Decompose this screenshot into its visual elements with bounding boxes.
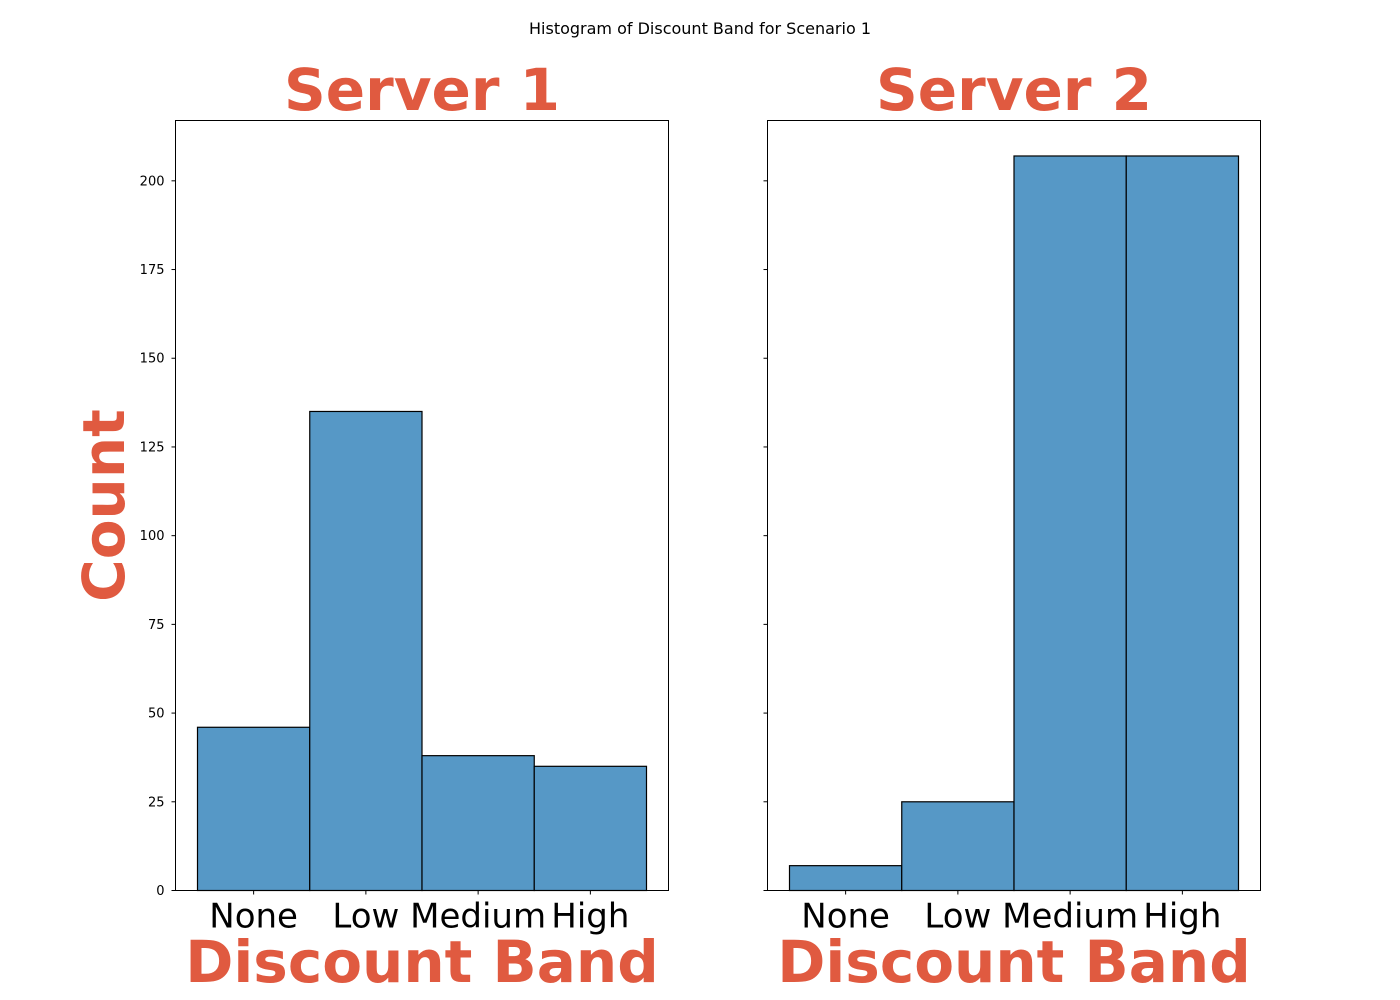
x-tick-label-high: High [551,897,629,937]
y-tick-label: 150 [140,352,165,367]
axes-frame [175,120,669,891]
bar-low [309,410,423,892]
y-tick-label: 75 [148,618,165,633]
axes-frame [767,120,1261,891]
x-tick-label-medium: Medium [410,897,546,937]
y-tick-label: 200 [140,174,165,189]
bar-none [196,726,311,892]
x-tick-label-medium: Medium [1002,897,1138,937]
chart-panel-1: 0 25 50 75 100 125 150 175 200 None Low Medium High S… [70,56,669,996]
bar-none [788,865,903,892]
x-tick-label-none: None [801,897,890,937]
bar-high [533,765,648,892]
figure-suptitle: Histogram of Discount Band for Scenario … [529,19,871,38]
panel-title: Server 2 [876,56,1152,124]
x-axis-label: Discount Band [185,928,658,996]
y-tick-label: 50 [148,707,165,722]
x-tick-label-none: None [209,897,298,937]
x-tick-label-low: Low [332,897,399,937]
bar-medium [421,755,535,892]
bar-low [901,801,1015,892]
y-axis-label: Count [70,409,138,602]
x-tick-label-low: Low [924,897,991,937]
y-tick-label: 100 [140,529,165,544]
y-tick-label: 175 [140,263,165,278]
y-tick-label: 25 [148,795,165,810]
y-tick-label: 0 [156,884,164,899]
panel-title: Server 1 [284,56,560,124]
bar-medium [1013,155,1127,892]
bar-high [1125,155,1240,892]
y-tick-label: 125 [140,440,165,455]
chart-panel-2: None Low Medium High Server 2 Discount Band [763,56,1261,996]
x-axis-label: Discount Band [777,928,1250,996]
x-tick-label-high: High [1143,897,1221,937]
